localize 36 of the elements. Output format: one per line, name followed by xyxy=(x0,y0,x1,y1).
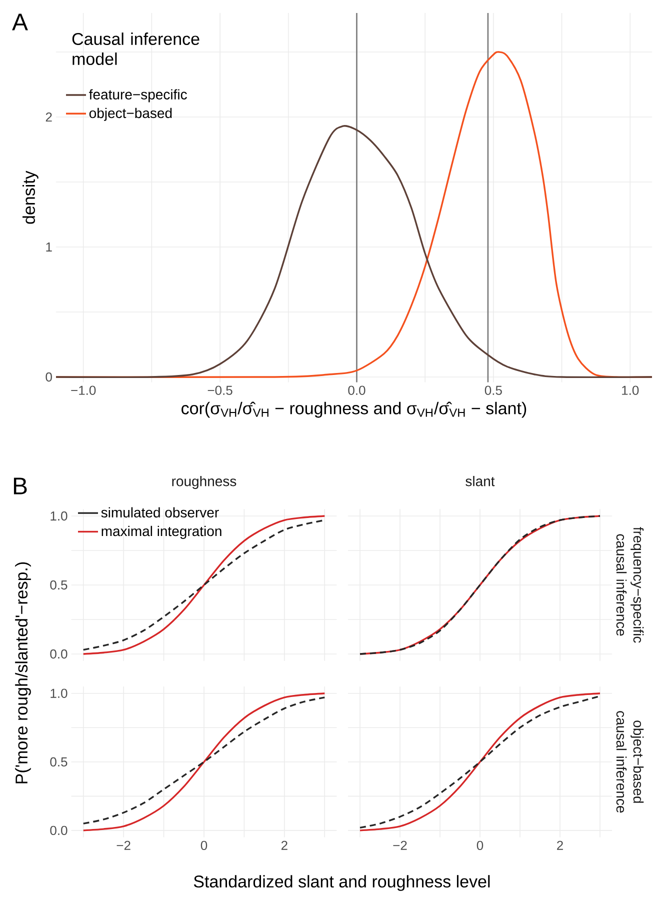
legend-label: object−based xyxy=(89,108,172,121)
x-tick-label: 0 xyxy=(200,840,208,850)
chart-title: roughness xyxy=(172,476,236,489)
y-tick-label: 0.0 xyxy=(50,826,68,836)
x-tick-label: 0.0 xyxy=(348,386,366,395)
y-tick-label: 0.5 xyxy=(50,580,68,590)
y2-axis-title: frequency−specific causal inference xyxy=(616,527,644,643)
text: A xyxy=(12,14,28,30)
y-tick-label: 0.5 xyxy=(50,757,68,766)
legend-label: feature−specific xyxy=(89,89,187,102)
x-tick-label: −2 xyxy=(393,840,407,850)
legend-label: simulated observer xyxy=(101,507,219,518)
x-tick-label: −0.5 xyxy=(208,386,232,395)
x-tick-label: 1.0 xyxy=(622,386,639,395)
x-tick-label: 2 xyxy=(281,840,288,850)
y-axis-title: P('more rough/slanted'−resp.) xyxy=(15,562,31,784)
x-axis-title: Standardized slant and roughness level xyxy=(194,875,490,891)
x-tick-label: −1.0 xyxy=(71,386,96,395)
line-series xyxy=(56,125,652,378)
y-tick-label: 1 xyxy=(46,242,52,252)
x-tick-label: −2 xyxy=(116,840,130,850)
y-axis-title: density xyxy=(22,170,38,224)
legend-label: maximal integration xyxy=(102,526,222,539)
y-tick-label: 2 xyxy=(46,112,52,122)
chart-title: slant xyxy=(466,476,495,486)
x-tick-label: 0.5 xyxy=(484,386,502,395)
y2-axis-title: object−based causal inference xyxy=(616,711,644,813)
y-tick-label: 1.0 xyxy=(50,511,68,521)
y-tick-label: 1.0 xyxy=(50,688,68,698)
y-tick-label: 0 xyxy=(46,372,52,382)
y-tick-label: 0.0 xyxy=(50,649,68,659)
text: cor(σ$_{VH}$/σ̂$_{VH}$ − roughness and σ$_{VH}$/σ̂$_{VH}$ − slant) xyxy=(182,402,526,418)
text: B xyxy=(14,478,27,494)
x-tick-label: 2 xyxy=(557,840,563,850)
x-tick-label: 0 xyxy=(476,840,484,850)
legend-title: Causal inference model xyxy=(72,32,200,66)
